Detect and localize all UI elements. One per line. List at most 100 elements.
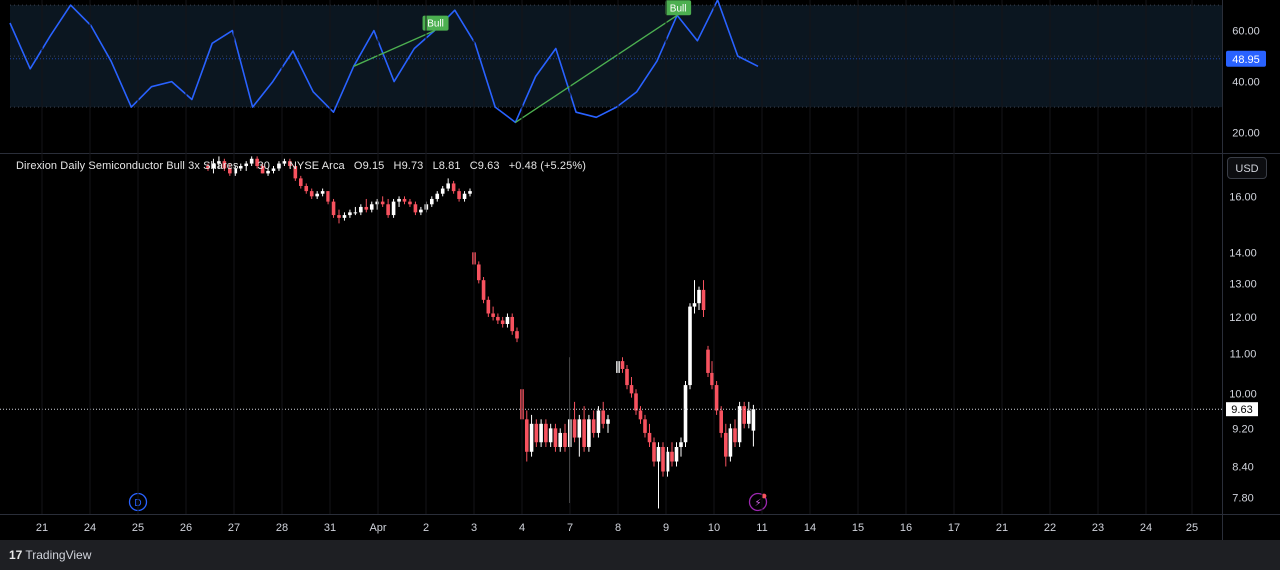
candle-body [271, 168, 276, 171]
candle-body [553, 428, 558, 447]
x-tick-label: 11 [756, 522, 767, 534]
ohlc-open: O9.15 [353, 160, 385, 172]
candle-body [577, 419, 582, 438]
candle-body [665, 451, 670, 472]
earnings-marker-label: ⚡ [754, 498, 761, 509]
candle-body [277, 163, 281, 169]
candle-body [211, 163, 216, 169]
x-tick-label: 14 [804, 522, 816, 534]
x-tick-label: 28 [276, 522, 288, 534]
candle-body [710, 372, 714, 386]
candle-body [534, 423, 539, 443]
candle-body [563, 432, 567, 447]
candle-body [582, 419, 586, 447]
tradingview-logo[interactable]: 17 TradingView [9, 548, 91, 562]
symbol-sep-2: · [275, 160, 280, 172]
candle-body [391, 201, 396, 216]
x-tick-label: 21 [36, 522, 48, 534]
x-tick-label: 24 [84, 522, 96, 534]
candle-body [733, 428, 737, 443]
candle-body [397, 198, 401, 202]
candle-body [375, 201, 380, 205]
x-tick-label: 7 [567, 522, 573, 534]
candle-body [337, 215, 341, 218]
candle-body [402, 198, 407, 202]
rsi-current-label: 48.95 [1232, 54, 1260, 66]
candle-body [266, 170, 270, 174]
candle-body [620, 361, 625, 369]
candle-body [293, 166, 298, 179]
candle-body [380, 201, 385, 205]
candle-body [408, 201, 412, 205]
earnings-marker-icon[interactable] [748, 492, 768, 512]
candle-body [255, 158, 259, 167]
x-tick-label: Apr [369, 522, 386, 534]
candle-body [742, 406, 746, 424]
x-tick-label: 23 [1092, 522, 1104, 534]
candle-body [462, 193, 467, 199]
candle-body [481, 280, 486, 300]
candles [206, 156, 756, 509]
currency-button[interactable]: USD [1227, 157, 1267, 179]
candle-body [359, 206, 363, 213]
candle-body [206, 166, 210, 169]
candle-body [228, 168, 232, 174]
bull-divergence-line [515, 14, 678, 123]
x-tick-label: 8 [615, 522, 621, 534]
candle-body [348, 212, 352, 216]
candle-body [496, 316, 500, 321]
price-tick-label: 9.20 [1232, 423, 1253, 435]
ohlc-close: C9.63 [469, 160, 500, 172]
symbol-name[interactable]: Direxion Daily Semiconductor Bull 3x Sha… [16, 160, 239, 172]
candle-body [656, 446, 661, 462]
candle-body [719, 410, 723, 433]
candle-body [548, 428, 553, 443]
candle-body [596, 410, 601, 433]
candle-body [587, 419, 591, 447]
candle-body [601, 410, 606, 424]
candle-body [364, 206, 369, 210]
candle-body [369, 204, 374, 210]
rsi-tick-label: 40.00 [1232, 77, 1260, 89]
candle-body [510, 316, 515, 332]
x-tick-label: 15 [852, 522, 864, 534]
candle-body [724, 432, 728, 457]
candle-body [674, 446, 679, 462]
bull-badge-label: Bull [670, 3, 687, 14]
candle-body [315, 193, 319, 197]
candle-body [249, 158, 254, 164]
x-tick-label: 21 [996, 522, 1008, 534]
candle-body [342, 215, 347, 218]
candle-body [701, 289, 706, 311]
candle-body [751, 409, 756, 431]
candle-body [505, 316, 510, 324]
candle-body [326, 191, 330, 202]
ohlc-change: +0.48 (+5.25%) [508, 160, 586, 172]
price-tick-label: 10.00 [1229, 388, 1257, 400]
price-tick-label: 7.80 [1232, 493, 1253, 505]
axes: 21 24 25 26 27 28 31 Apr 2 3 4 7 8 9 10 11 14 15 16 17 21 22 2… [0, 0, 1280, 540]
candle-body [244, 163, 249, 167]
bull-badge [422, 15, 449, 31]
price-pane: 16.00 14.00 13.00 12.00 11.00 10.00 9.20 8.40 7.… [0, 156, 1258, 512]
candle-body [419, 209, 423, 213]
candle-body [386, 204, 390, 216]
candle-body [529, 423, 534, 452]
candle-body [524, 419, 529, 452]
rsi-line [9, 0, 759, 124]
candle-body [629, 385, 634, 394]
price-tick-label: 12.00 [1229, 312, 1257, 324]
candle-body [638, 410, 643, 420]
price-tick-label: 11.00 [1230, 348, 1257, 360]
symbol-interval[interactable]: 30 [257, 160, 270, 172]
x-tick-label: 25 [1186, 522, 1198, 534]
candle-body [670, 451, 674, 462]
symbol-exchange: NYSE Arca [288, 160, 345, 172]
candle-body [591, 419, 596, 433]
candle-body [728, 428, 733, 457]
candle-body [643, 419, 647, 433]
earnings-alert-dot [761, 493, 767, 499]
candle-body [440, 188, 445, 194]
candle-body [476, 264, 481, 281]
